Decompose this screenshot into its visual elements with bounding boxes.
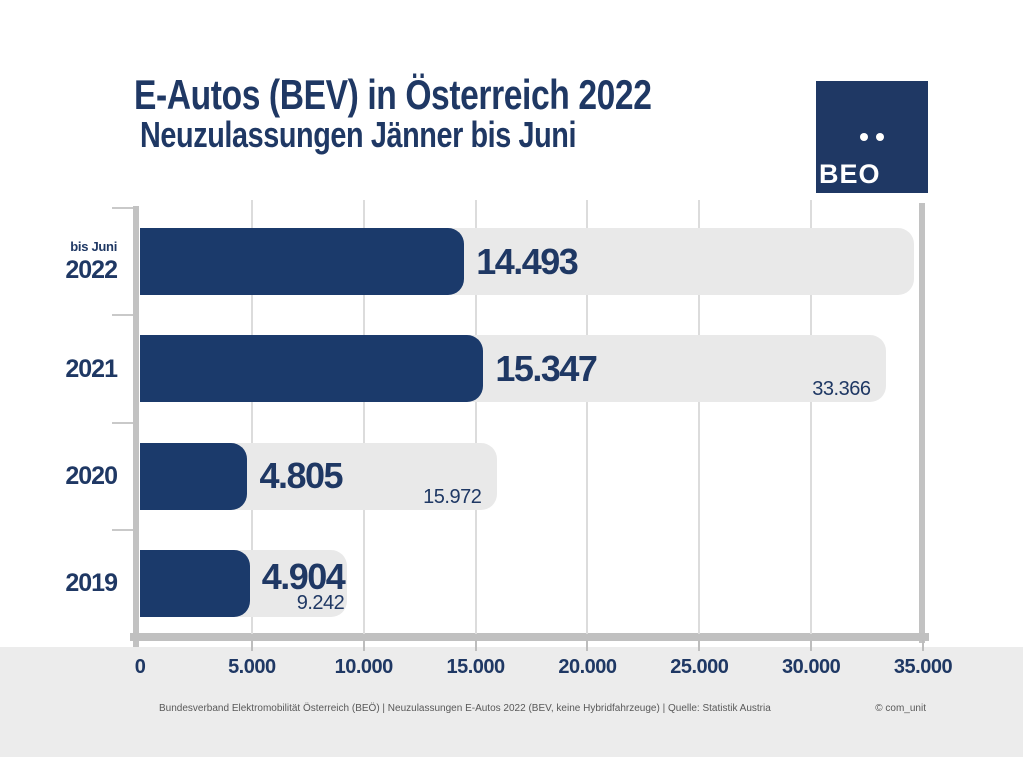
x-axis-label: 25.000 bbox=[670, 656, 729, 678]
plot-right-border bbox=[919, 203, 925, 643]
x-axis-label: 0 bbox=[134, 656, 146, 678]
x-axis-label: 30.000 bbox=[782, 656, 841, 678]
category-label-2020: 2020 bbox=[65, 443, 118, 510]
logo-text: BEO bbox=[819, 159, 881, 189]
gridline bbox=[810, 200, 813, 634]
logo-umlaut-dot-icon bbox=[876, 133, 884, 141]
bar-value-2019 bbox=[140, 549, 250, 617]
category-year: 2022 bbox=[65, 255, 118, 284]
beo-logo: BEO bbox=[816, 81, 928, 193]
category-label-2021: 2021 bbox=[65, 335, 118, 402]
footer-source-text: Bundesverband Elektromobilität Österreic… bbox=[159, 703, 771, 714]
value-label-current-2020: 4.805 bbox=[259, 455, 343, 497]
category-axis-tick bbox=[112, 314, 133, 317]
bar-value-2020 bbox=[140, 442, 248, 510]
y-axis-line bbox=[133, 206, 139, 647]
x-axis-tick bbox=[362, 640, 365, 651]
value-label-current-2022: 14.493 bbox=[476, 240, 579, 282]
category-label-2019: 2019 bbox=[65, 550, 118, 617]
bar-value-2022 bbox=[140, 228, 465, 296]
value-labels-2019: 4.904 9.242 bbox=[261, 555, 346, 614]
category-year: 2020 bbox=[65, 462, 118, 490]
x-axis-label: 5.000 bbox=[228, 656, 276, 678]
category-axis-tick bbox=[112, 421, 133, 424]
footer-credit-text: © com_unit bbox=[875, 703, 926, 714]
value-label-current: 4.904 bbox=[261, 555, 346, 597]
x-axis-tick bbox=[922, 640, 924, 651]
x-axis-tick bbox=[250, 640, 253, 651]
gridline bbox=[586, 200, 589, 634]
category-note: bis Juni bbox=[70, 239, 117, 255]
x-axis-tick bbox=[698, 640, 701, 651]
bottom-band bbox=[0, 647, 1023, 757]
gridline bbox=[250, 200, 253, 634]
category-axis-tick bbox=[112, 528, 133, 531]
category-year: 2019 bbox=[65, 569, 118, 598]
x-axis-label: 35.000 bbox=[893, 656, 953, 678]
x-axis-tick bbox=[474, 640, 477, 651]
gridline bbox=[698, 200, 701, 634]
x-axis-tick bbox=[810, 640, 813, 651]
value-label-total-2020: 15.972 bbox=[423, 485, 482, 508]
category-year: 2021 bbox=[65, 354, 118, 383]
x-axis-label: 10.000 bbox=[334, 656, 394, 678]
category-label-2022: bis Juni 2022 bbox=[65, 228, 118, 295]
category-axis-tick bbox=[112, 207, 133, 209]
x-axis-label: 20.000 bbox=[558, 656, 617, 678]
x-axis-tick bbox=[586, 640, 589, 651]
x-axis-label: 15.000 bbox=[446, 656, 505, 678]
bar-value-2021 bbox=[140, 335, 484, 403]
gridline bbox=[362, 200, 365, 634]
value-label-total-2021: 33.366 bbox=[812, 378, 871, 401]
value-label-current-2021: 15.347 bbox=[495, 347, 598, 389]
page-subtitle: Neuzulassungen Jänner bis Juni bbox=[140, 114, 577, 155]
x-axis-line bbox=[130, 633, 929, 641]
gridline bbox=[474, 200, 477, 634]
logo-umlaut-dot-icon bbox=[860, 133, 868, 141]
page-title: E-Autos (BEV) in Österreich 2022 bbox=[134, 71, 652, 118]
value-label-total: 9.242 bbox=[296, 591, 345, 614]
